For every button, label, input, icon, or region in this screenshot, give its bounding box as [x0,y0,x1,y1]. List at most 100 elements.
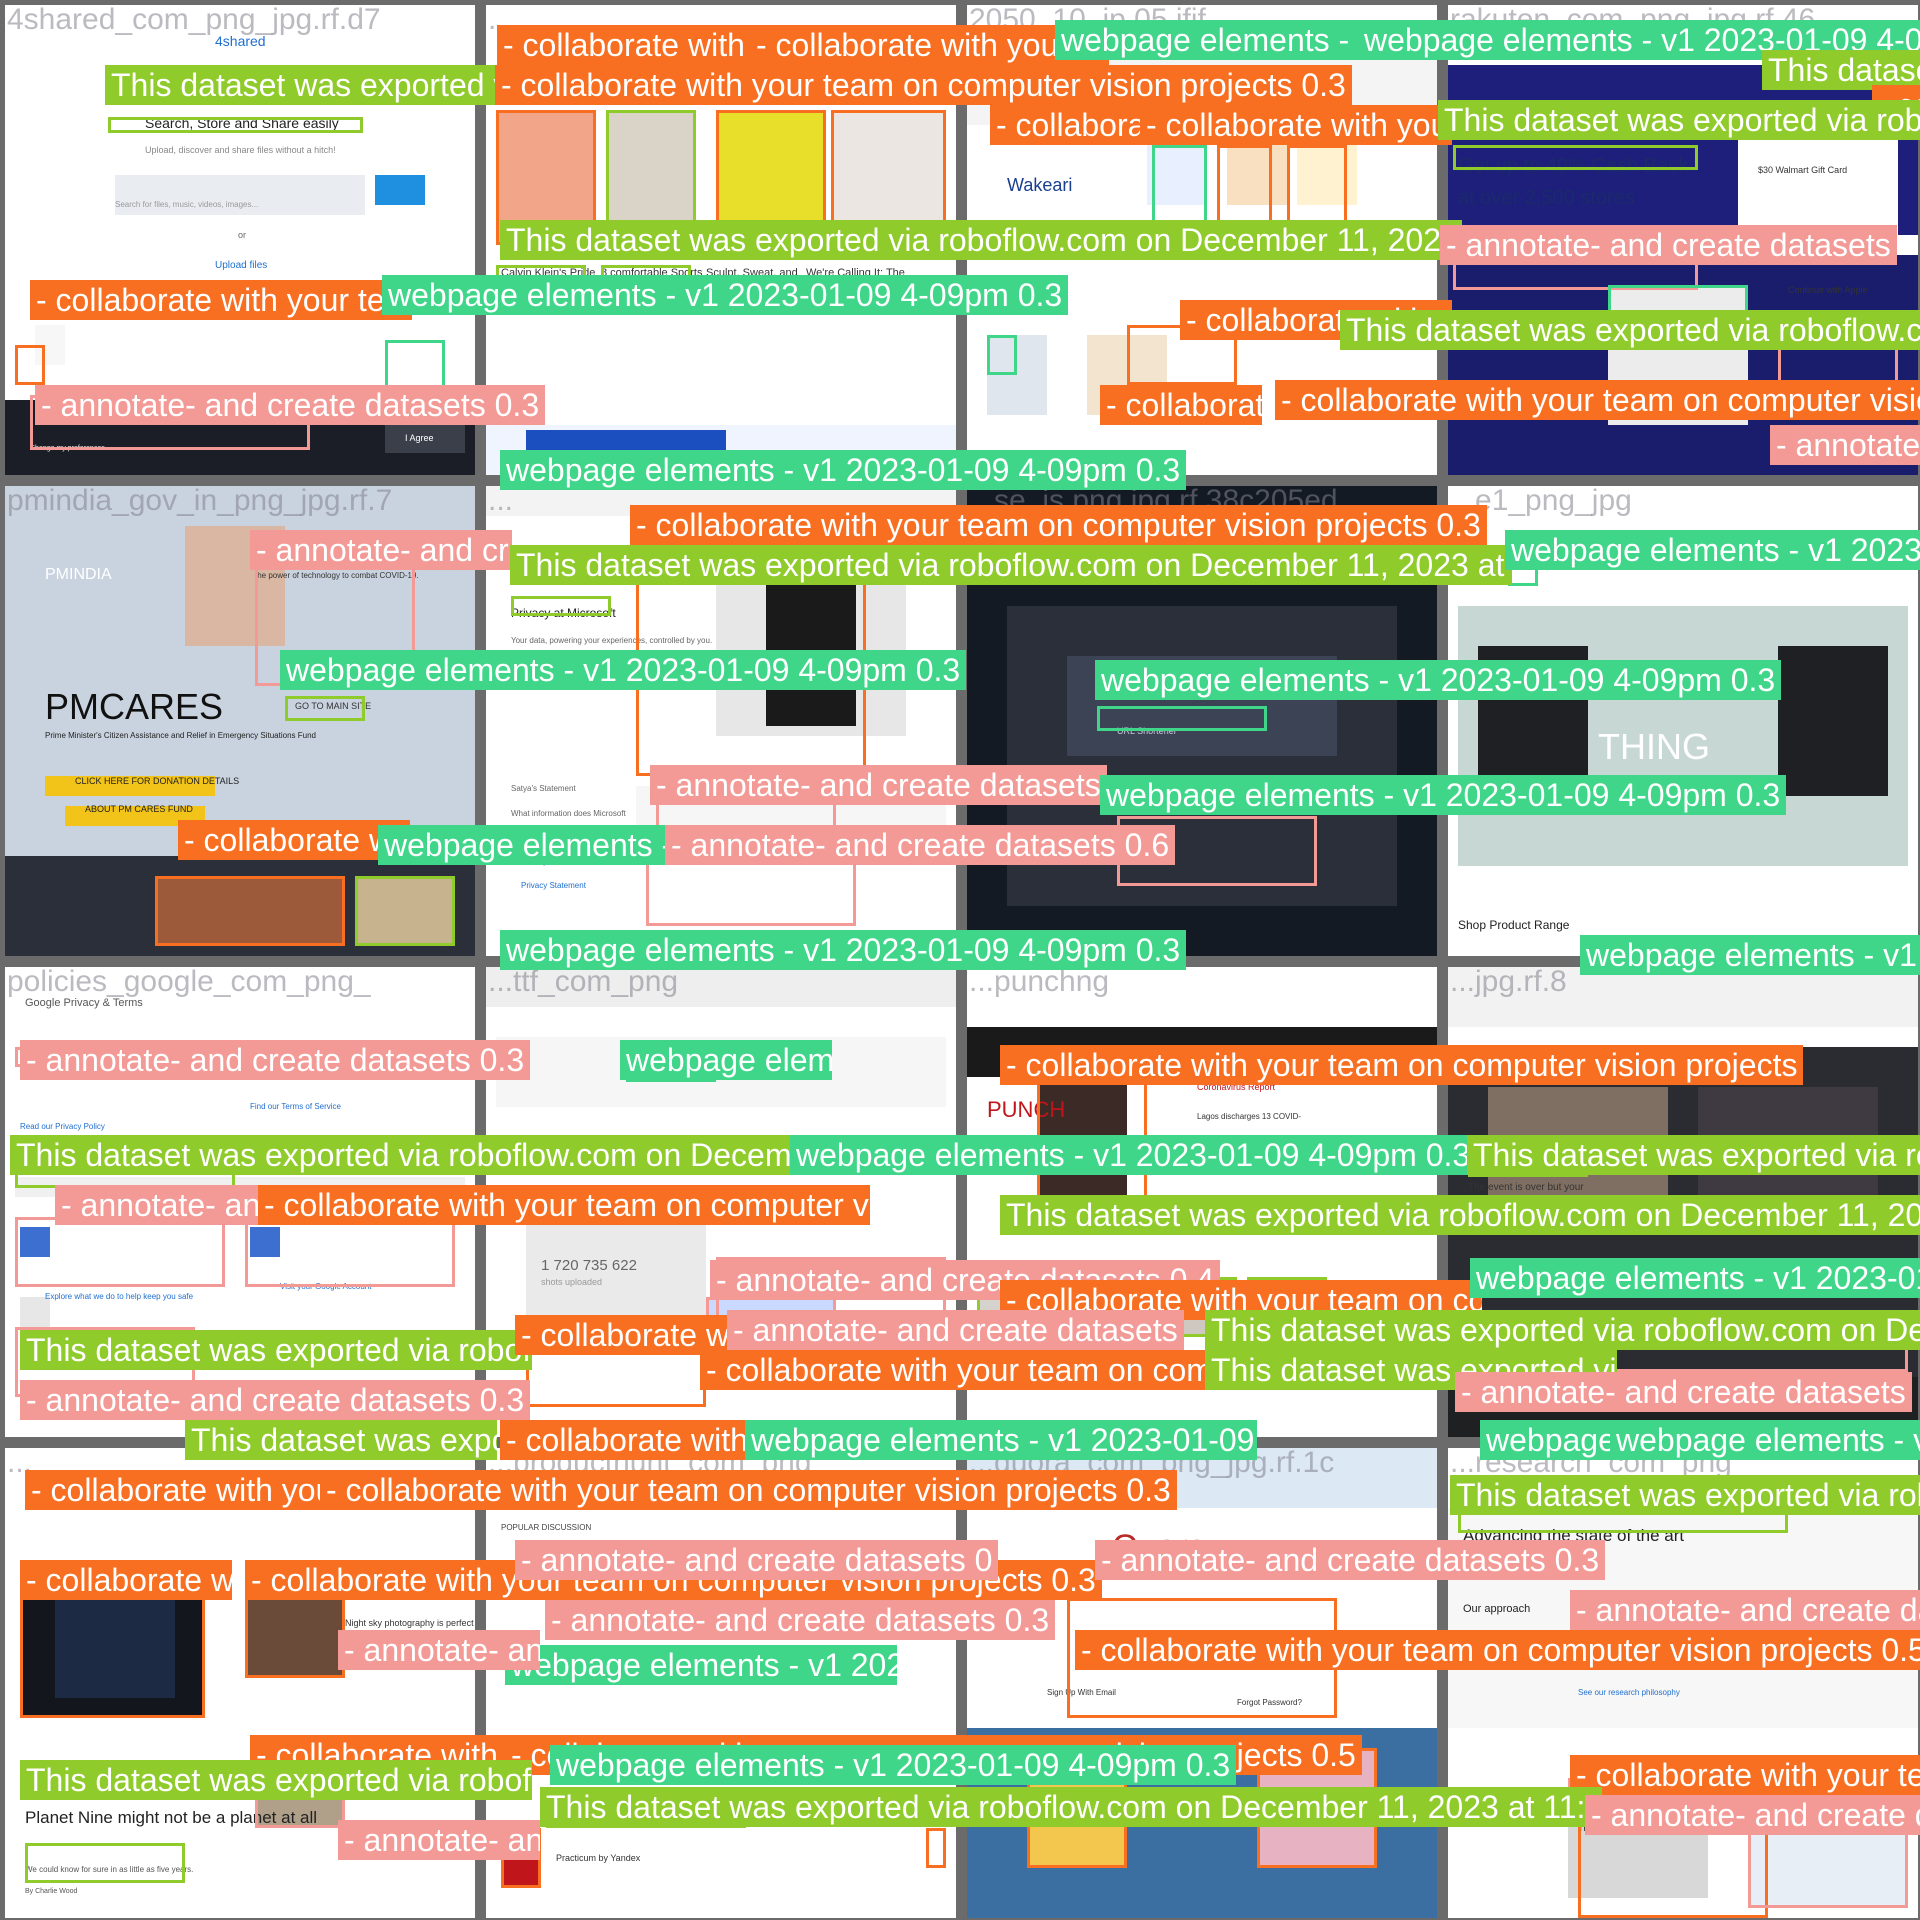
tile-text: Lagos discharges 13 COVID- [1197,1112,1302,1121]
annotation-label: - collaborate with your team on computer… [1275,380,1920,420]
annotation-label: - collaborate with your team on computer… [320,1470,1177,1510]
tile-text: We could know for sure in as little as f… [25,1865,194,1874]
bounding-box [1778,345,1898,385]
image-region [375,175,425,205]
annotation-label: webpage elements - v1 2023-01-09 4-09pm … [1100,775,1787,815]
image-region [45,776,215,796]
bounding-box [1217,145,1272,225]
annotation-label: - annotate- and create datasets 0.3 [545,1600,1056,1640]
annotation-label: webpage elements - v1 2023-01-09 4-09pm … [382,275,1069,315]
bounding-box [1453,145,1698,170]
bounding-box [25,1843,185,1883]
image-region [155,876,345,946]
annotation-label: This dataset was exported via roboflow.c… [1450,1475,1920,1515]
annotation-label: - collaborate with your team on computer… [500,1420,762,1460]
bounding-box [155,876,345,946]
tile-text: Google Privacy & Terms [25,997,143,1009]
image-region [1448,967,1918,1027]
annotation-label: webpage elements - v1 2023-01-09 4-09pm … [500,450,1187,490]
annotation-label: This dataset was exported via roboflow.c… [540,1787,1602,1827]
image-region [20,1297,50,1327]
annotation-label: This dataset was exported via roboflow.c… [1438,100,1920,140]
bounding-box [108,117,363,133]
tile-text: 4shared [215,33,266,49]
annotation-label: - collaborate with your team on computer… [1000,1045,1804,1085]
bounding-box [987,335,1017,375]
tile-text: PUNCH [987,1097,1066,1122]
image-region [1778,646,1888,796]
image-region [385,425,465,453]
annotation-label: - collaborate with your team on computer… [1570,1755,1920,1795]
tile-text: at over 2,500 stores [1458,187,1635,209]
tile-text: GO TO MAIN SITE [295,701,372,711]
tile-text: PMCARES [45,686,224,727]
tile-text: 1 720 735 622 [541,1257,637,1274]
annotation-label: - collaborate with your team on computer… [178,820,410,860]
annotation-label: - collaborate with your team on computer… [1075,1630,1920,1670]
annotation-label: - annotate- and create datasets [1440,225,1897,265]
bounding-box [926,1828,946,1868]
annotation-label: This dataset was exported via roboflow.c… [1467,1135,1920,1175]
annotation-label: - annotate- and create datasets [650,765,1107,805]
tile-text: POPULAR DISCUSSION [501,1523,592,1532]
annotation-label: This dataset was exported via roboflow.c… [20,1760,532,1800]
tile-text: Find our Terms of Service [250,1102,341,1111]
bounding-box [646,856,856,926]
bounding-box [15,1217,225,1287]
bounding-box [285,696,365,721]
annotation-label: - annotate- and create datasets [250,530,512,570]
image-region [55,1598,175,1698]
tile-filename: ...punchng [969,967,1110,998]
annotation-label: - annotate- and create datasets [1770,425,1920,465]
image-region [1147,145,1207,205]
tile-text: Get up to 40% Cash Back [1458,155,1689,177]
tile-filename: ...jpg.rf.8 [1450,967,1567,998]
image-region [987,335,1047,415]
tile-text: the power of technology to combat COVID-… [255,571,419,580]
annotation-label: - annotate- and create datasets 0.3 [20,1380,531,1420]
tile-filename: ... [488,486,514,517]
tile-text: Continue with Apple [1788,285,1868,295]
image-region [1227,145,1287,205]
tile-text: Night sky photography is perfect for soc… [345,1618,475,1628]
annotation-label: This dataset was exported via roboflow.c… [510,545,1512,585]
tile-text: What information does Microsoft [511,809,626,818]
tile-text: ABOUT PM CARES FUND [85,804,193,814]
annotation-label: - collaborate with your team on computer… [258,1185,870,1225]
tile-text: I Agree [405,433,434,443]
annotation-label: This dataset was exported via roboflow.c… [20,1330,532,1370]
bounding-box [1097,706,1267,731]
tile-text: Explore what we do to help keep you safe [45,1292,194,1301]
tile-text: URL Shortener [1117,726,1177,736]
tile-text: shots uploaded [541,1277,603,1287]
annotation-label: This dataset was exported via roboflow.c… [1762,50,1920,90]
annotation-label: webpage elements - v1 2023-01-09 4-09pm [1610,1420,1920,1460]
annotation-label: webpage elements - v1 2023-01-09 4-09pm … [550,1745,1237,1785]
tile-text: Privacy Statement [521,881,586,890]
annotation-label: This dataset was exported via roboflow.c… [1205,1310,1920,1350]
bounding-box [526,1347,706,1407]
annotation-label: This dataset was exported via roboflow.c… [1205,1350,1617,1390]
tile-text: Sign Up With Email [1047,1688,1116,1697]
image-region [115,175,365,215]
image-region [250,1227,280,1257]
annotation-label: - collaborate with your team on computer… [630,505,1487,545]
annotation-label: webpage elements - v1 2023-01-09 4-09pm … [1470,1258,1920,1298]
annotation-label: webpage elements - v1 2023-01-09 4-09pm [505,1645,897,1685]
tile-text: By Charlie Wood [25,1888,78,1895]
tile-text: Shop Product Range [1458,918,1570,932]
annotation-label: webpage elements - v1 2023-01-09 4-09pm … [790,1135,1477,1175]
bounding-box [511,596,611,616]
image-region [926,1828,946,1868]
tile-text: Upload, discover and share files without… [145,145,336,155]
screenshot-tile: ...research_com_png Advancing the state o… [1448,1448,1918,1918]
annotation-label: webpage elements - v1 2023-01-09 4-09pm [1580,935,1920,975]
annotation-label: - annotate- and create datasets [338,1820,540,1860]
image-region [20,1227,50,1257]
tile-text: See our research philosophy [1578,1688,1680,1697]
bounding-box [385,340,445,390]
tile-filename: policies_google_com_png_ [7,967,371,998]
annotation-label: webpage elements - v1 2023-01-09 4-09pm [745,1420,1257,1460]
annotation-label: webpage elements - v1 2023-01-09 4-09pm … [1095,660,1782,700]
annotation-label: - collaborate with your team on computer… [1140,105,1452,145]
